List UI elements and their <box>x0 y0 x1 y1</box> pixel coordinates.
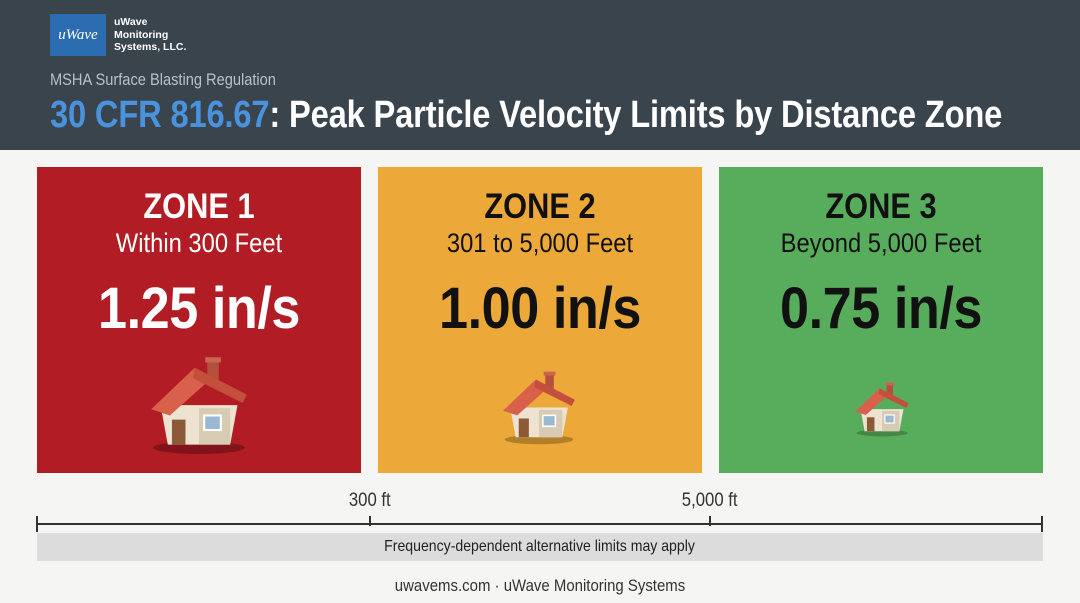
house-icon <box>855 382 909 437</box>
logo-line-1: uWave <box>114 16 148 29</box>
zone-velocity-limit: 1.00 in/s <box>439 276 641 341</box>
zone-title: ZONE 1 <box>143 187 255 226</box>
logo-wordmark: uWave Monitoring Systems, LLC. <box>114 16 186 54</box>
distance-marker-300: 300 ft <box>348 490 391 511</box>
zone-distance-range: Within 300 Feet <box>115 228 283 258</box>
page-title: 30 CFR 816.67: Peak Particle Velocity Li… <box>50 94 1002 137</box>
zone-velocity-limit: 1.25 in/s <box>98 276 300 341</box>
regulation-code: 30 CFR 816.67 <box>50 94 270 136</box>
footer-text: uwavems.com · uWave Monitoring Systems <box>394 576 686 595</box>
header-banner: uWave uWave Monitoring Systems, LLC. MSH… <box>0 0 1080 150</box>
note-text: Frequency-dependent alternative limits m… <box>384 538 696 555</box>
zone-2-card: ZONE 2 301 to 5,000 Feet 1.00 in/s <box>378 167 702 473</box>
axis-tick-start <box>36 516 38 532</box>
axis-tick-end <box>1041 516 1043 532</box>
axis-tick-300 <box>369 516 371 526</box>
footer: uwavems.com · uWave Monitoring Systems <box>0 576 1080 596</box>
zone-3-card: ZONE 3 Beyond 5,000 Feet 0.75 in/s <box>719 167 1043 473</box>
zone-velocity-limit: 0.75 in/s <box>780 276 982 341</box>
zone-title: ZONE 3 <box>825 187 937 226</box>
logo-mark: uWave <box>50 14 106 56</box>
logo-mark-text: uWave <box>58 26 98 43</box>
distance-axis <box>37 523 1043 525</box>
zone-title: ZONE 2 <box>484 187 596 226</box>
title-text: : Peak Particle Velocity Limits by Dista… <box>269 94 1003 136</box>
zone-distance-range: Beyond 5,000 Feet <box>780 228 982 258</box>
company-logo: uWave uWave Monitoring Systems, LLC. <box>50 14 186 56</box>
logo-line-3: Systems, LLC. <box>114 41 187 54</box>
zone-1-card: ZONE 1 Within 300 Feet 1.25 in/s <box>37 167 361 473</box>
axis-tick-5000 <box>709 516 711 526</box>
page-subtitle: MSHA Surface Blasting Regulation <box>50 70 276 89</box>
house-icon <box>151 357 247 454</box>
house-icon <box>503 371 575 445</box>
note-bar: Frequency-dependent alternative limits m… <box>37 533 1043 561</box>
zone-distance-range: 301 to 5,000 Feet <box>446 228 634 258</box>
distance-marker-5000: 5,000 ft <box>681 490 738 511</box>
logo-line-2: Monitoring <box>114 28 169 41</box>
